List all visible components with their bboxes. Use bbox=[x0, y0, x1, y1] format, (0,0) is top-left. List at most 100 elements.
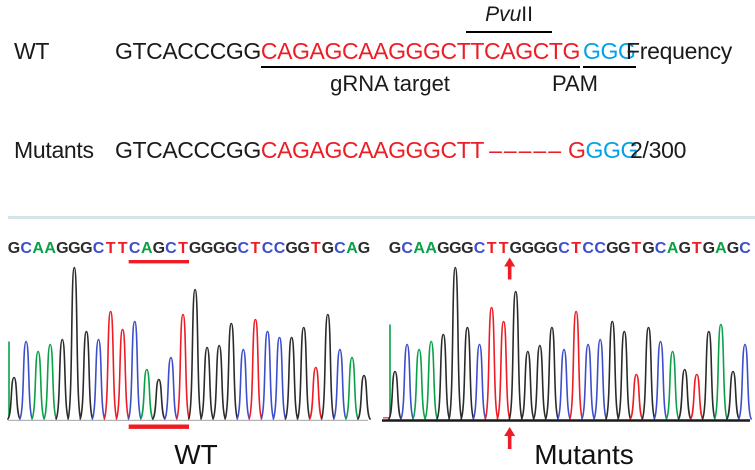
trace-peak bbox=[472, 343, 487, 421]
mutants-red-seq: CAGAGCAAGGGCTT bbox=[260, 137, 485, 163]
base-letter: G bbox=[80, 240, 92, 257]
trace-peak bbox=[713, 323, 729, 421]
trace-peak bbox=[67, 266, 82, 420]
mutants-flank-seq: GTCACCCGG bbox=[115, 137, 261, 163]
base-letter: A bbox=[44, 240, 56, 257]
trace-peak bbox=[665, 350, 680, 421]
base-letter: G bbox=[437, 240, 449, 257]
trace-peak bbox=[284, 336, 299, 421]
base-letter: C bbox=[238, 240, 250, 257]
base-letter: C bbox=[129, 240, 141, 257]
trace-peak bbox=[356, 374, 372, 421]
trace-peak bbox=[387, 370, 403, 421]
base-letter: A bbox=[32, 240, 44, 257]
base-letter: G bbox=[509, 240, 521, 257]
trace-peak bbox=[91, 338, 106, 421]
trace-peak bbox=[260, 330, 275, 421]
enzyme-name-italic: Pvu bbox=[485, 3, 522, 26]
trace-peak bbox=[199, 346, 215, 421]
base-letter: C bbox=[401, 240, 413, 257]
trace-peak bbox=[344, 356, 360, 421]
mutants-red-g: G bbox=[568, 137, 586, 163]
base-letter: G bbox=[68, 240, 80, 257]
trace-peak bbox=[42, 343, 58, 421]
base-letter: C bbox=[558, 240, 570, 257]
trace-peak bbox=[103, 310, 118, 420]
trace-peak bbox=[689, 373, 705, 421]
base-letter: C bbox=[739, 240, 751, 257]
trace-peak bbox=[332, 348, 348, 421]
trace-label: Mutants bbox=[534, 439, 634, 470]
trace-peak bbox=[556, 348, 572, 421]
base-letter: G bbox=[642, 240, 654, 257]
base-letter: A bbox=[141, 240, 153, 257]
base-letter: G bbox=[358, 240, 370, 257]
section-divider bbox=[8, 216, 755, 219]
base-letter: G bbox=[618, 240, 630, 257]
trace-peak bbox=[163, 356, 179, 421]
trace-peak bbox=[737, 343, 753, 421]
trace-peak bbox=[725, 370, 741, 421]
trace-peak bbox=[187, 288, 203, 420]
base-letter: G bbox=[389, 240, 401, 257]
base-letter: T bbox=[106, 240, 116, 257]
trace-peak bbox=[54, 338, 70, 421]
trace-peak bbox=[6, 376, 22, 421]
restriction-site-label: PvuII bbox=[466, 3, 552, 33]
base-letter: T bbox=[487, 240, 497, 257]
trace-peak bbox=[508, 290, 524, 420]
trace-peak bbox=[592, 338, 608, 421]
base-letter: G bbox=[56, 240, 68, 257]
trace-peak bbox=[18, 340, 34, 421]
base-letter: G bbox=[225, 240, 237, 257]
trace-peak bbox=[235, 348, 251, 421]
base-letter: G bbox=[678, 240, 690, 257]
trace-peak bbox=[653, 340, 668, 421]
base-letter: A bbox=[715, 240, 727, 257]
frequency-header: Frequency bbox=[626, 38, 732, 64]
trace-peak bbox=[520, 350, 536, 421]
base-letter: C bbox=[20, 240, 32, 257]
base-letter: C bbox=[474, 240, 486, 257]
pam-label: PAM bbox=[551, 71, 599, 96]
trace-peak bbox=[30, 350, 46, 421]
base-letter: C bbox=[93, 240, 105, 257]
trace-label: WT bbox=[174, 439, 218, 470]
trace-peak bbox=[272, 336, 287, 421]
trace-peak bbox=[296, 326, 312, 421]
trace-peak bbox=[484, 306, 499, 420]
trace-peak bbox=[139, 368, 155, 421]
wt-sequence: GTCACCCGGCAGAGCAAGGGCTTCAGCTG GGG bbox=[115, 38, 636, 68]
base-letter: C bbox=[334, 240, 346, 257]
mutant-frequency-value: 2/300 bbox=[630, 137, 687, 163]
mutants-pam-seq: GGG bbox=[585, 137, 639, 163]
trace-peak bbox=[604, 320, 620, 421]
base-letter: G bbox=[153, 240, 165, 257]
base-letter: T bbox=[251, 240, 261, 257]
trace-peak bbox=[496, 320, 511, 421]
base-letter: C bbox=[582, 240, 594, 257]
base-letter: C bbox=[274, 240, 286, 257]
trace-peak bbox=[532, 344, 548, 421]
target-site-bottom-bar bbox=[128, 424, 189, 429]
base-letter: A bbox=[346, 240, 358, 257]
trace-peak bbox=[399, 343, 415, 421]
base-letter: T bbox=[632, 240, 642, 257]
base-letter: G bbox=[322, 240, 334, 257]
base-letter: G bbox=[8, 240, 20, 257]
base-letter: C bbox=[655, 240, 667, 257]
trace-peak bbox=[701, 330, 717, 421]
wt-row-label: WT bbox=[14, 38, 50, 64]
trace-peak bbox=[151, 378, 167, 421]
base-letter: C bbox=[594, 240, 606, 257]
trace-peak bbox=[308, 366, 324, 421]
base-letter: A bbox=[425, 240, 437, 257]
enzyme-name-roman: II bbox=[521, 3, 533, 26]
base-letter: T bbox=[499, 240, 509, 257]
trace-peak bbox=[568, 310, 584, 420]
base-letter: T bbox=[571, 240, 581, 257]
base-letter: G bbox=[546, 240, 558, 257]
grna-target-label: gRNA target bbox=[330, 71, 450, 96]
base-letter: G bbox=[534, 240, 546, 257]
